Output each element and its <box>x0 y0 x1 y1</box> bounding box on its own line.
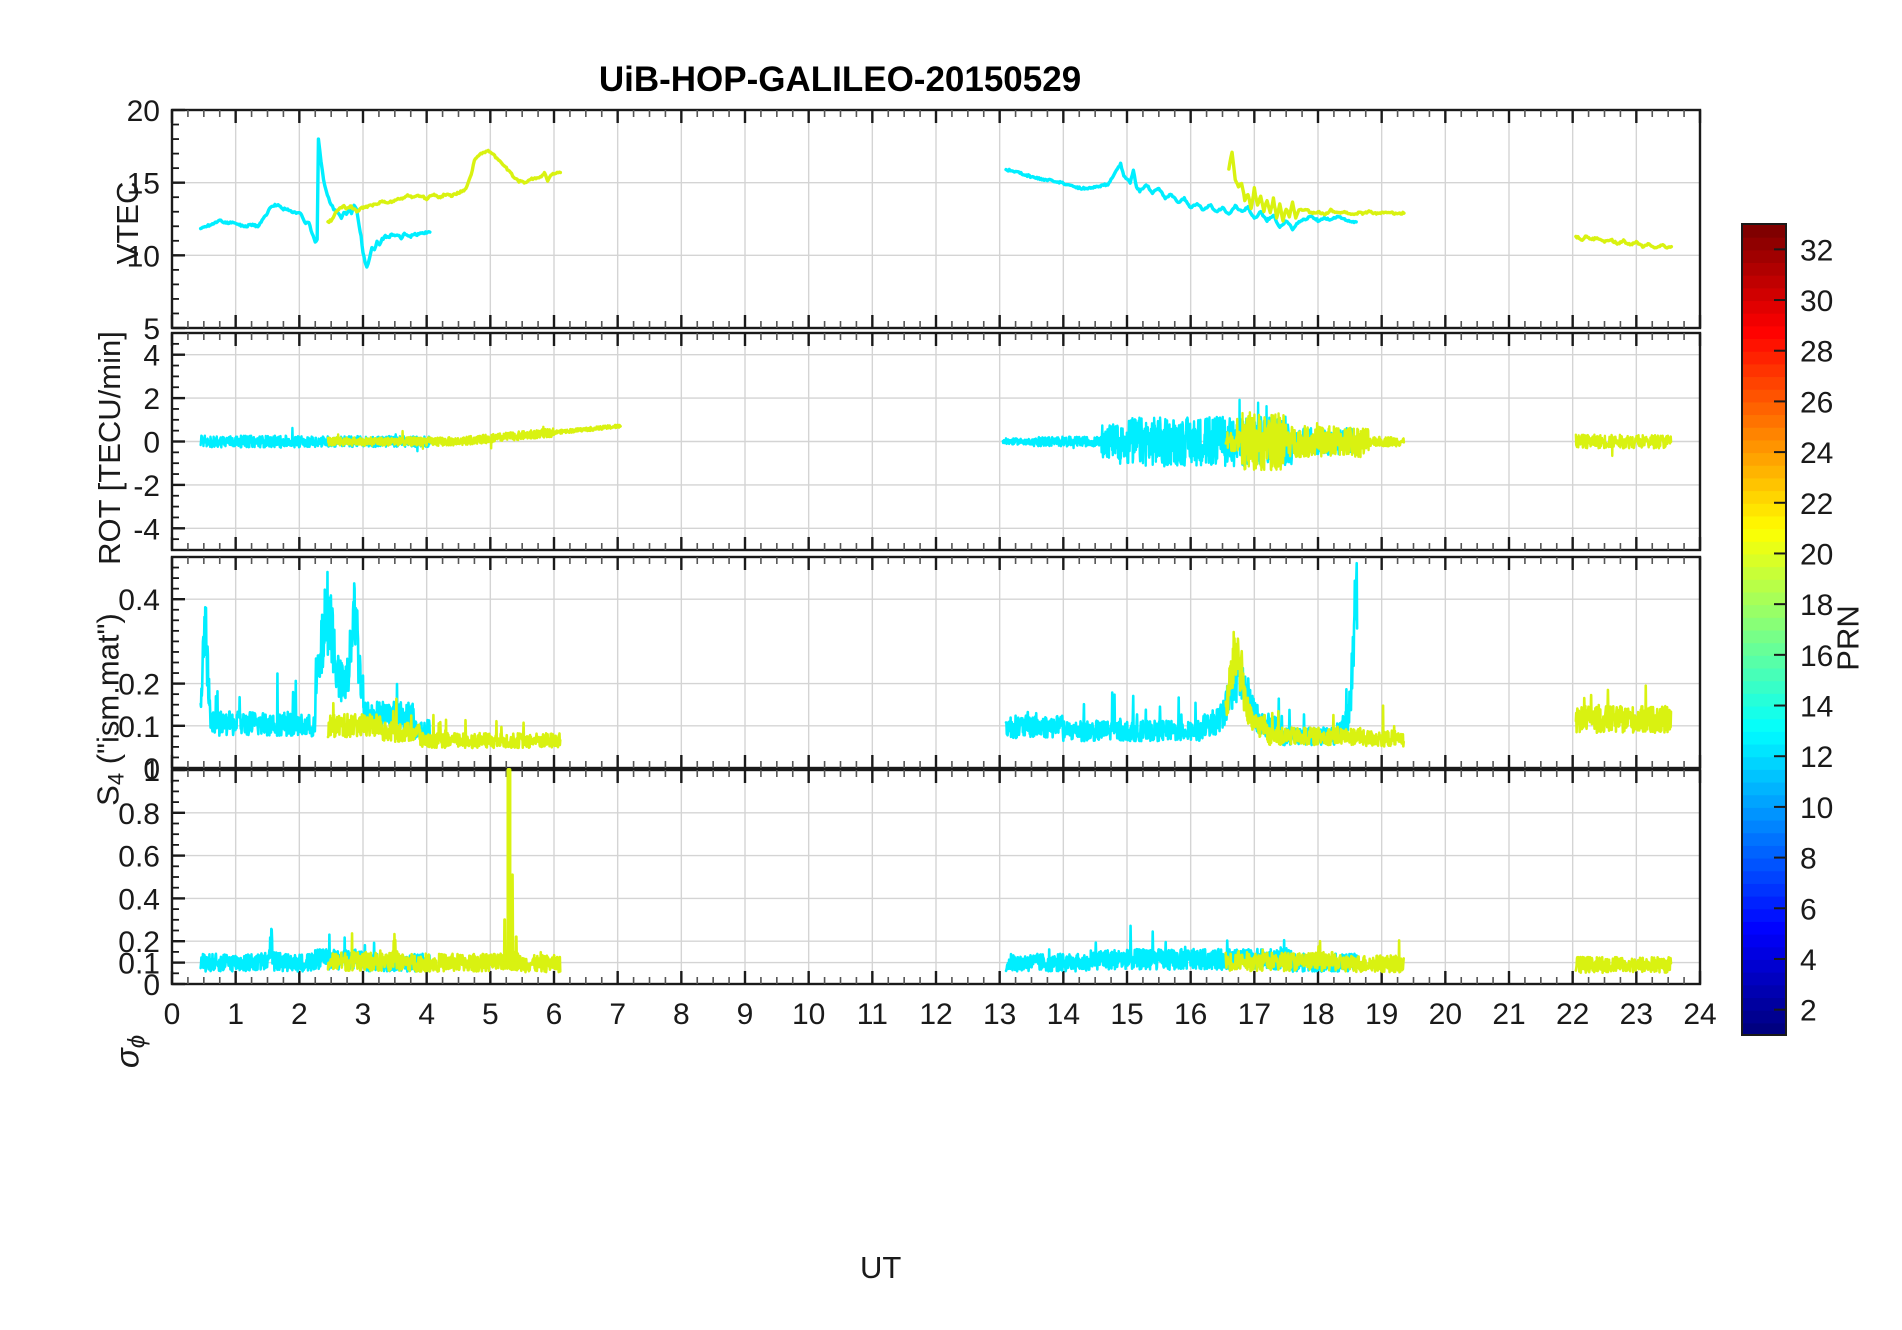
colorbar-label: PRN <box>1830 605 1866 671</box>
y-tick-label: 1 <box>143 755 160 788</box>
y-tick-label: 2 <box>143 383 160 416</box>
y-tick-label: 0 <box>143 969 160 1002</box>
x-tick-label: 15 <box>1110 998 1143 1031</box>
y-tick-label: 0.1 <box>118 711 160 744</box>
x-tick-label: 22 <box>1556 998 1589 1031</box>
x-tick-label: 16 <box>1174 998 1207 1031</box>
y-tick-label: 0 <box>143 427 160 460</box>
colorbar-tick-label: 2 <box>1800 995 1817 1028</box>
colorbar-tick-label: 26 <box>1800 386 1833 419</box>
vtec-axis-label: VTEC <box>110 181 145 265</box>
data-trace <box>502 918 507 962</box>
y-tick-label: 0.1 <box>118 948 160 981</box>
data-trace <box>198 137 432 269</box>
colorbar-tick-label: 6 <box>1800 893 1817 926</box>
data-trace <box>514 935 519 962</box>
data-trace <box>1224 939 1405 974</box>
xaxis-label: UT <box>860 1250 902 1285</box>
x-tick-label: 20 <box>1429 998 1462 1031</box>
x-tick-label: 21 <box>1492 998 1525 1031</box>
x-tick-label: 11 <box>857 998 888 1031</box>
y-tick-label: 0.4 <box>118 584 160 617</box>
data-trace <box>1004 161 1358 232</box>
y-tick-label: -2 <box>133 470 160 503</box>
colorbar-tick-label: 4 <box>1800 944 1817 977</box>
x-tick-label: 8 <box>673 998 690 1031</box>
data-trace <box>199 927 432 973</box>
y-tick-label: 0.4 <box>118 883 160 916</box>
colorbar-tick-label: 22 <box>1800 488 1833 521</box>
y-tick-label: 20 <box>127 95 160 128</box>
data-trace <box>1227 150 1406 223</box>
x-tick-label: 18 <box>1301 998 1334 1031</box>
x-tick-label: 24 <box>1683 998 1716 1031</box>
colorbar-tick-label: 28 <box>1800 336 1833 369</box>
data-trace <box>510 873 515 962</box>
data-trace <box>326 697 562 750</box>
data-trace <box>1224 411 1406 472</box>
s4-axis-label: S4 ("ism.mat") <box>90 613 129 806</box>
colorbar-tick-label: 30 <box>1800 285 1833 318</box>
x-tick-label: 23 <box>1620 998 1653 1031</box>
y-tick-label: 0.2 <box>118 669 160 702</box>
x-tick-label: 4 <box>418 998 435 1031</box>
colorbar-tick-label: 16 <box>1800 640 1833 673</box>
data-trace <box>199 426 431 453</box>
y-tick-label: -4 <box>133 513 160 546</box>
x-tick-label: 1 <box>227 998 244 1031</box>
colorbar-tick-label: 8 <box>1800 843 1817 876</box>
y-tick-label: 0.2 <box>118 926 160 959</box>
data-trace <box>1574 955 1673 975</box>
x-tick-label: 5 <box>482 998 499 1031</box>
colorbar-tick-label: 20 <box>1800 538 1833 571</box>
y-tick-label: 10 <box>127 240 160 273</box>
data-trace <box>326 148 563 225</box>
rot-axis-label: ROT [TECU/min] <box>92 331 127 565</box>
y-tick-label: 15 <box>127 168 160 201</box>
data-trace <box>1224 630 1405 748</box>
y-tick-label: 5 <box>143 313 160 346</box>
x-tick-label: 14 <box>1047 998 1080 1031</box>
x-tick-label: 10 <box>792 998 825 1031</box>
figure-title: UiB-HOP-GALILEO-20150529 <box>598 60 1082 99</box>
colorbar-tick-label: 18 <box>1800 589 1833 622</box>
x-tick-label: 17 <box>1238 998 1271 1031</box>
data-trace <box>326 423 622 450</box>
y-tick-label: 4 <box>143 340 160 373</box>
x-tick-label: 6 <box>546 998 563 1031</box>
colorbar-tick-label: 32 <box>1800 234 1833 267</box>
x-tick-label: 2 <box>291 998 308 1031</box>
x-tick-label: 19 <box>1365 998 1398 1031</box>
x-tick-label: 13 <box>983 998 1016 1031</box>
y-tick-label: 0 <box>143 753 160 786</box>
data-trace <box>326 932 562 974</box>
data-trace <box>506 768 512 962</box>
x-tick-label: 0 <box>164 998 181 1031</box>
colorbar-tick-label: 24 <box>1800 437 1833 470</box>
y-tick-label: 0.8 <box>118 798 160 831</box>
colorbar-tick-label: 14 <box>1800 691 1833 724</box>
data-trace <box>1574 234 1674 250</box>
data-trace <box>1574 433 1673 458</box>
data-trace <box>1004 561 1359 747</box>
x-tick-label: 3 <box>355 998 372 1031</box>
x-tick-label: 9 <box>737 998 754 1031</box>
x-tick-label: 12 <box>919 998 952 1031</box>
data-trace <box>1574 684 1673 735</box>
sigmaphi-axis-label: σϕ <box>108 1034 151 1069</box>
colorbar-tick-label: 12 <box>1800 741 1833 774</box>
y-tick-label: 0.6 <box>118 841 160 874</box>
x-tick-label: 7 <box>609 998 626 1031</box>
colorbar-tick-label: 10 <box>1800 792 1833 825</box>
